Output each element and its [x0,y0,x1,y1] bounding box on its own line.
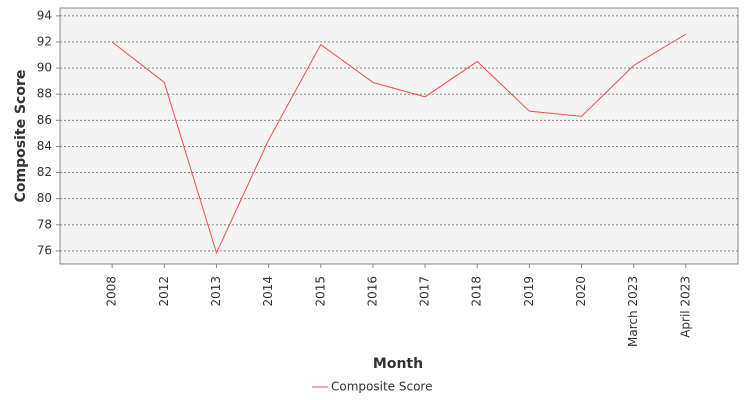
x-tick-label: 2013 [209,276,223,307]
line [111,33,687,255]
x-tick-label: 2015 [313,276,327,307]
y-tick-label: 76 [37,243,52,257]
x-tick-label: 2016 [365,276,379,307]
y-tick-label: 90 [37,61,52,75]
y-tick-label: 78 [37,217,52,231]
legend-label: Composite Score [331,380,432,394]
y-tick-label: 94 [37,8,52,22]
y-tick-label: 80 [37,191,52,205]
x-tick-label: 2012 [157,276,171,307]
x-tick-label: 2020 [574,276,588,307]
x-tick-label: April 2023 [678,276,692,338]
x-axis-title: Month [373,356,423,372]
x-tick-label: 2018 [470,276,484,307]
y-tick-label: 82 [37,165,52,179]
y-tick-label: 92 [37,34,52,48]
y-tick-label: 86 [37,113,52,127]
x-tick-label: 2008 [105,276,119,307]
x-tick-label: 2019 [522,276,536,307]
x-tick-label: 2017 [418,276,432,307]
y-tick-label: 88 [37,87,52,101]
y-tick-label: 84 [37,139,52,153]
y-axis-title: Composite Score [13,70,29,203]
plot-area [59,7,739,265]
x-tick-label: March 2023 [626,276,640,347]
x-tick-label: 2014 [261,276,275,307]
